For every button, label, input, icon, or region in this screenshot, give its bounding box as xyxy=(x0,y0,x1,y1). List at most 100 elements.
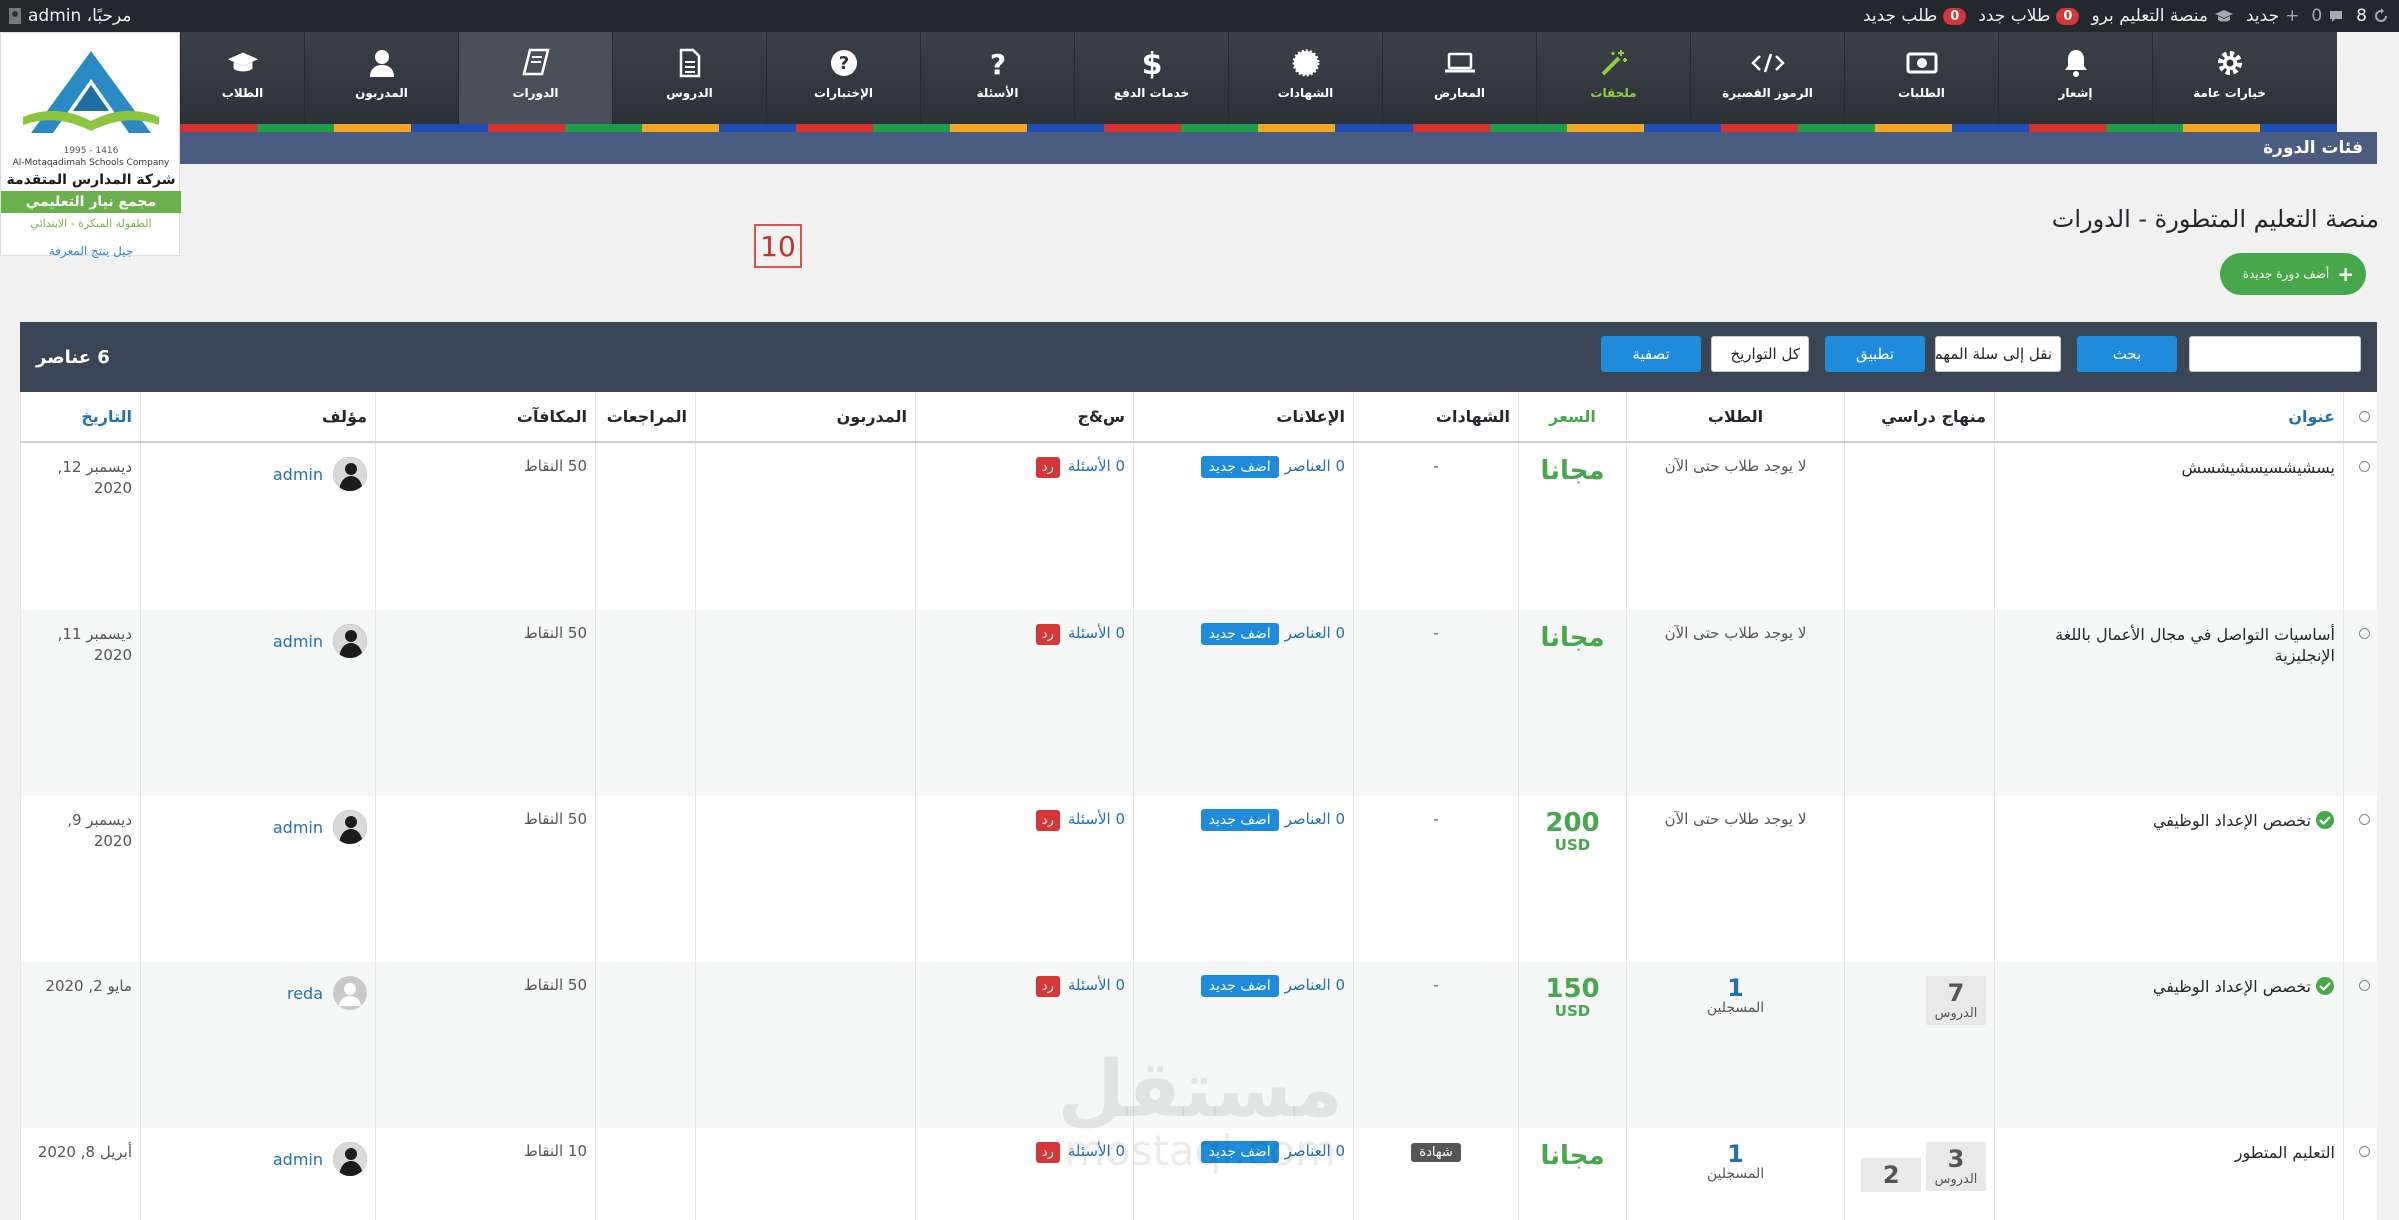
add-announcement-button[interactable]: اضف جديد xyxy=(1200,1141,1279,1163)
questions-link[interactable]: 0 الأسئلة xyxy=(1067,624,1125,642)
add-announcement-button[interactable]: اضف جديد xyxy=(1200,456,1279,478)
course-title-link[interactable]: تخصص الإعداد الوظيفي xyxy=(2152,977,2311,996)
add-announcement-button[interactable]: اضف جديد xyxy=(1200,975,1279,997)
author-cell: admin xyxy=(140,610,376,796)
updates-link[interactable]: 8 xyxy=(2356,6,2389,26)
nav-students[interactable]: الطلاب xyxy=(180,32,304,132)
nav-shortcodes[interactable]: الرموز القصيرة xyxy=(1690,32,1844,132)
author-link[interactable]: admin xyxy=(272,1149,323,1169)
course-title-link[interactable]: تخصص الإعداد الوظيفي xyxy=(2152,811,2311,830)
course-date: مايو 2, 2020 xyxy=(45,977,132,995)
column-date[interactable]: التاريخ xyxy=(20,392,141,443)
curriculum-cell xyxy=(1844,796,1995,962)
reply-badge[interactable]: رد xyxy=(1035,976,1060,997)
reward-points: 50 النقاط xyxy=(523,810,587,828)
nav-addons[interactable]: ملحقات xyxy=(1536,32,1690,132)
author-link[interactable]: reda xyxy=(286,983,323,1003)
logo-mark-icon xyxy=(23,51,159,133)
questions-link[interactable]: 0 الأسئلة xyxy=(1067,976,1125,994)
new-students-badge: 0 xyxy=(2056,7,2080,25)
bulk-action-select[interactable]: نقل إلى سلة المهملات xyxy=(1935,336,2061,372)
search-button[interactable]: بحث xyxy=(2077,336,2177,372)
author-link[interactable]: admin xyxy=(272,631,323,651)
certificate-badge[interactable]: شهادة xyxy=(1411,1143,1461,1162)
announcements-link[interactable]: 0 العناصر xyxy=(1284,976,1345,994)
announcements-link[interactable]: 0 العناصر xyxy=(1284,1142,1345,1160)
instructors-cell xyxy=(695,796,916,962)
row-checkbox[interactable] xyxy=(2343,796,2377,962)
row-checkbox[interactable] xyxy=(2343,610,2377,796)
author-link[interactable]: admin xyxy=(272,817,323,837)
nav-certificates[interactable]: الشهادات xyxy=(1228,32,1382,132)
course-title-link[interactable]: التعليم المتطور xyxy=(2234,1143,2335,1162)
avatar xyxy=(333,457,367,491)
nav-label: إشعار xyxy=(2058,86,2093,100)
add-course-button[interactable]: + أضف دورة جديدة xyxy=(2220,253,2366,295)
site-link[interactable]: منصة التعليم برو xyxy=(2091,6,2234,26)
announcements-link[interactable]: 0 العناصر xyxy=(1284,624,1345,642)
comments-link[interactable]: 0 xyxy=(2311,6,2344,26)
students-count[interactable]: 1 xyxy=(1727,1140,1744,1168)
author-link[interactable]: admin xyxy=(272,464,323,484)
reply-badge[interactable]: رد xyxy=(1035,457,1060,478)
column-title[interactable]: عنوان xyxy=(1994,392,2344,443)
gear-icon xyxy=(2213,46,2247,80)
nav-quizzes[interactable]: ? الإختبارات xyxy=(766,32,920,132)
announcements-link[interactable]: 0 العناصر xyxy=(1284,810,1345,828)
account-greeting[interactable]: مرحبًا، admin xyxy=(8,6,131,26)
row-checkbox[interactable] xyxy=(2343,1128,2377,1220)
curriculum-cell: 3 الدروس 2 xyxy=(1844,1128,1995,1220)
strip-segment xyxy=(642,124,720,132)
select-all-checkbox[interactable] xyxy=(2343,392,2377,443)
date-filter-select[interactable]: كل التواريخ xyxy=(1711,336,1809,372)
course-title-cell: تخصص الإعداد الوظيفي xyxy=(1994,962,2344,1128)
avatar xyxy=(333,624,367,658)
school-logo[interactable]: 1416 - 1995 Al-Motaqadimah Schools Compa… xyxy=(0,32,181,258)
nav-general-options[interactable]: خيارات عامة xyxy=(2152,32,2306,132)
lessons-box: 7 الدروس xyxy=(1926,976,1986,1025)
column-students: الطلاب xyxy=(1626,392,1845,443)
add-announcement-button[interactable]: اضف جديد xyxy=(1200,623,1279,645)
students-count[interactable]: 1 xyxy=(1727,974,1744,1002)
course-title-link[interactable]: يسشيشسيسشيشسش xyxy=(2181,458,2335,477)
nav-courses[interactable]: الدورات xyxy=(458,32,612,132)
lessons-count: 7 xyxy=(1947,979,1965,1007)
certificates-cell: - xyxy=(1353,796,1519,962)
qa-cell: 0 الأسئلة رد xyxy=(915,1128,1134,1220)
questions-link[interactable]: 0 الأسئلة xyxy=(1067,1142,1125,1160)
column-instructors: المدربون xyxy=(695,392,916,443)
nav-instructors[interactable]: المدربون xyxy=(304,32,458,132)
reward-points: 50 النقاط xyxy=(523,624,587,642)
course-title-link[interactable]: أساسيات التواصل في مجال الأعمال باللغة ا… xyxy=(2055,625,2335,665)
strip-segment xyxy=(1566,124,1644,132)
nav-notifications[interactable]: إشعار xyxy=(1998,32,2152,132)
new-requests-link[interactable]: 0 طلب جديد xyxy=(1863,6,1967,26)
instructors-cell xyxy=(695,962,916,1128)
questions-link[interactable]: 0 الأسئلة xyxy=(1067,457,1125,475)
nav-galleries[interactable]: المعارض xyxy=(1382,32,1536,132)
filter-button[interactable]: تصفية xyxy=(1601,336,1701,372)
reply-badge[interactable]: رد xyxy=(1035,810,1060,831)
announcements-link[interactable]: 0 العناصر xyxy=(1284,457,1345,475)
published-check-icon xyxy=(2316,977,2334,995)
strip-segment xyxy=(1797,124,1875,132)
search-input[interactable] xyxy=(2189,336,2361,372)
new-content-link[interactable]: + جديد xyxy=(2246,6,2299,26)
nav-lessons[interactable]: الدروس xyxy=(612,32,766,132)
date-cell: أبريل 8, 2020 xyxy=(20,1128,141,1220)
nav-payments[interactable]: $ خدمات الدفع xyxy=(1074,32,1228,132)
questions-link[interactable]: 0 الأسئلة xyxy=(1067,810,1125,828)
new-students-link[interactable]: 0 طلاب جدد xyxy=(1978,6,2080,26)
nav-orders[interactable]: الطلبات xyxy=(1844,32,1998,132)
reply-badge[interactable]: رد xyxy=(1035,1142,1060,1163)
course-date: ديسمبر 12, 2020 xyxy=(57,458,132,497)
nav-label: الشهادات xyxy=(1277,86,1334,100)
nav-questions[interactable]: ? الأسئلة xyxy=(920,32,1074,132)
strip-segment xyxy=(1027,124,1105,132)
apply-button[interactable]: تطبيق xyxy=(1825,336,1925,372)
row-checkbox[interactable] xyxy=(2343,962,2377,1128)
row-checkbox[interactable] xyxy=(2343,442,2377,610)
reply-badge[interactable]: رد xyxy=(1035,624,1060,645)
color-strip xyxy=(180,124,2337,132)
add-announcement-button[interactable]: اضف جديد xyxy=(1200,809,1279,831)
